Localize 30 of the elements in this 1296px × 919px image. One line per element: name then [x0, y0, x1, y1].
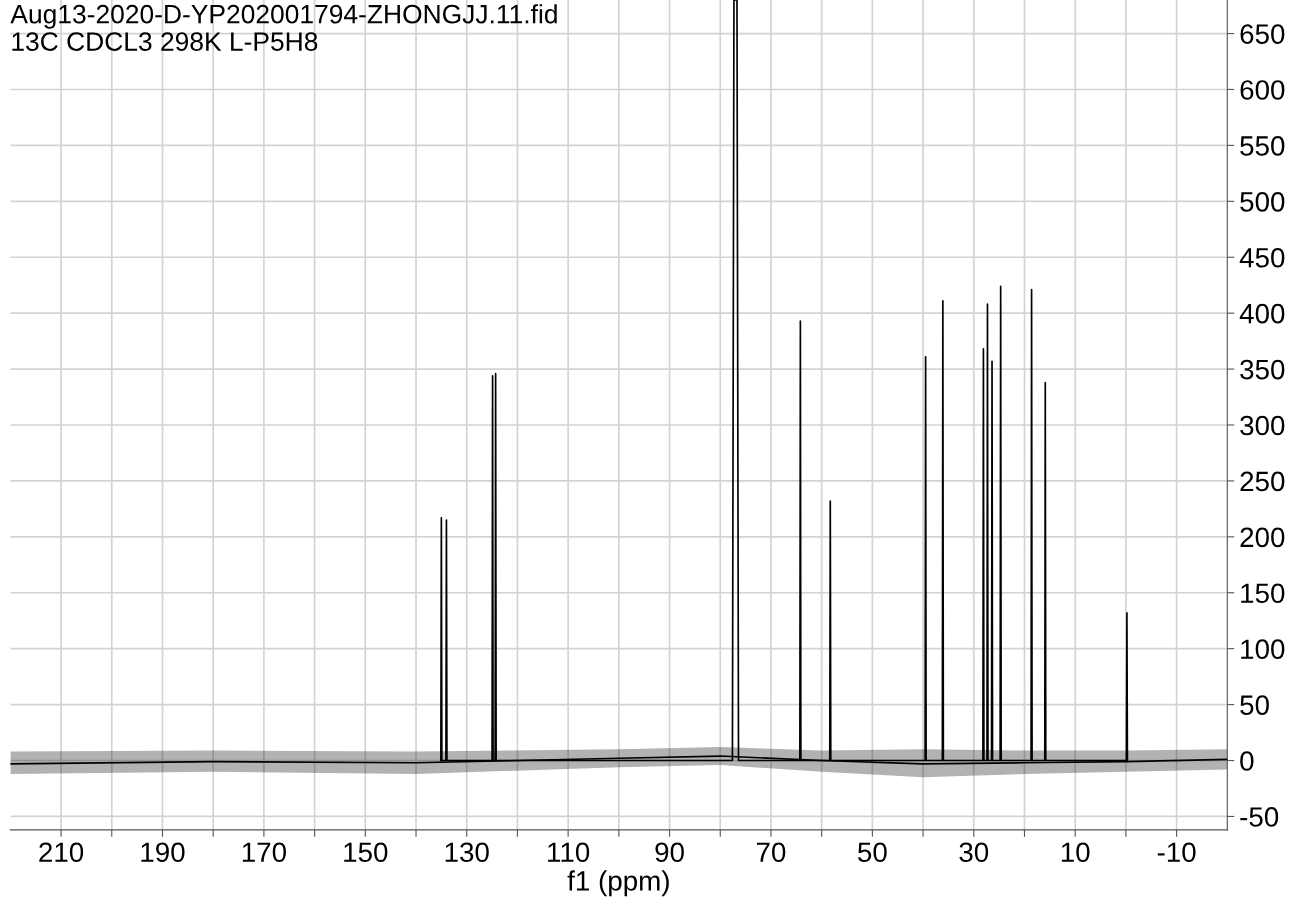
- y-tick-label: 50: [1240, 695, 1269, 715]
- chart-title: Aug13-2020-D-YP202001794-ZHONGJJ.11.fid: [10, 4, 557, 29]
- y-tick-label: 450: [1239, 247, 1285, 268]
- x-tick-label: 110: [548, 842, 590, 863]
- y-tick-label: 600: [1240, 80, 1285, 100]
- y-tick-label: 300: [1240, 415, 1285, 436]
- y-tick-label: 650: [1240, 24, 1285, 44]
- x-tick-label: 150: [344, 842, 388, 863]
- x-tick-label: 50: [858, 842, 887, 863]
- x-tick-label: 130: [445, 842, 489, 863]
- x-tick-label: -10: [1157, 842, 1196, 863]
- y-tick-label: 400: [1239, 303, 1285, 324]
- y-tick-label: 250: [1240, 471, 1285, 492]
- x-tick-label: 210: [39, 842, 84, 863]
- y-tick-label: 550: [1240, 136, 1285, 156]
- x-tick-label: 90: [655, 842, 684, 863]
- y-tick-label: -50: [1240, 807, 1279, 827]
- x-tick-label: 190: [141, 842, 185, 863]
- y-tick-label: 0: [1240, 751, 1254, 771]
- y-tick-label: 150: [1241, 583, 1285, 604]
- text: 13C CDCL3 298K L-P5H8: [12, 32, 318, 51]
- y-tick-label: 350: [1240, 359, 1285, 380]
- x-tick-label: 170: [242, 842, 286, 863]
- y-tick-label: 500: [1240, 191, 1285, 212]
- x-tick-label: 30: [959, 842, 989, 863]
- y-tick-label: 200: [1240, 527, 1285, 548]
- x-tick-label: 10: [1061, 842, 1090, 863]
- x-tick-label: 70: [756, 842, 786, 863]
- x-axis-title: f1 (ppm): [567, 870, 669, 897]
- y-tick-label: 100: [1241, 639, 1285, 660]
